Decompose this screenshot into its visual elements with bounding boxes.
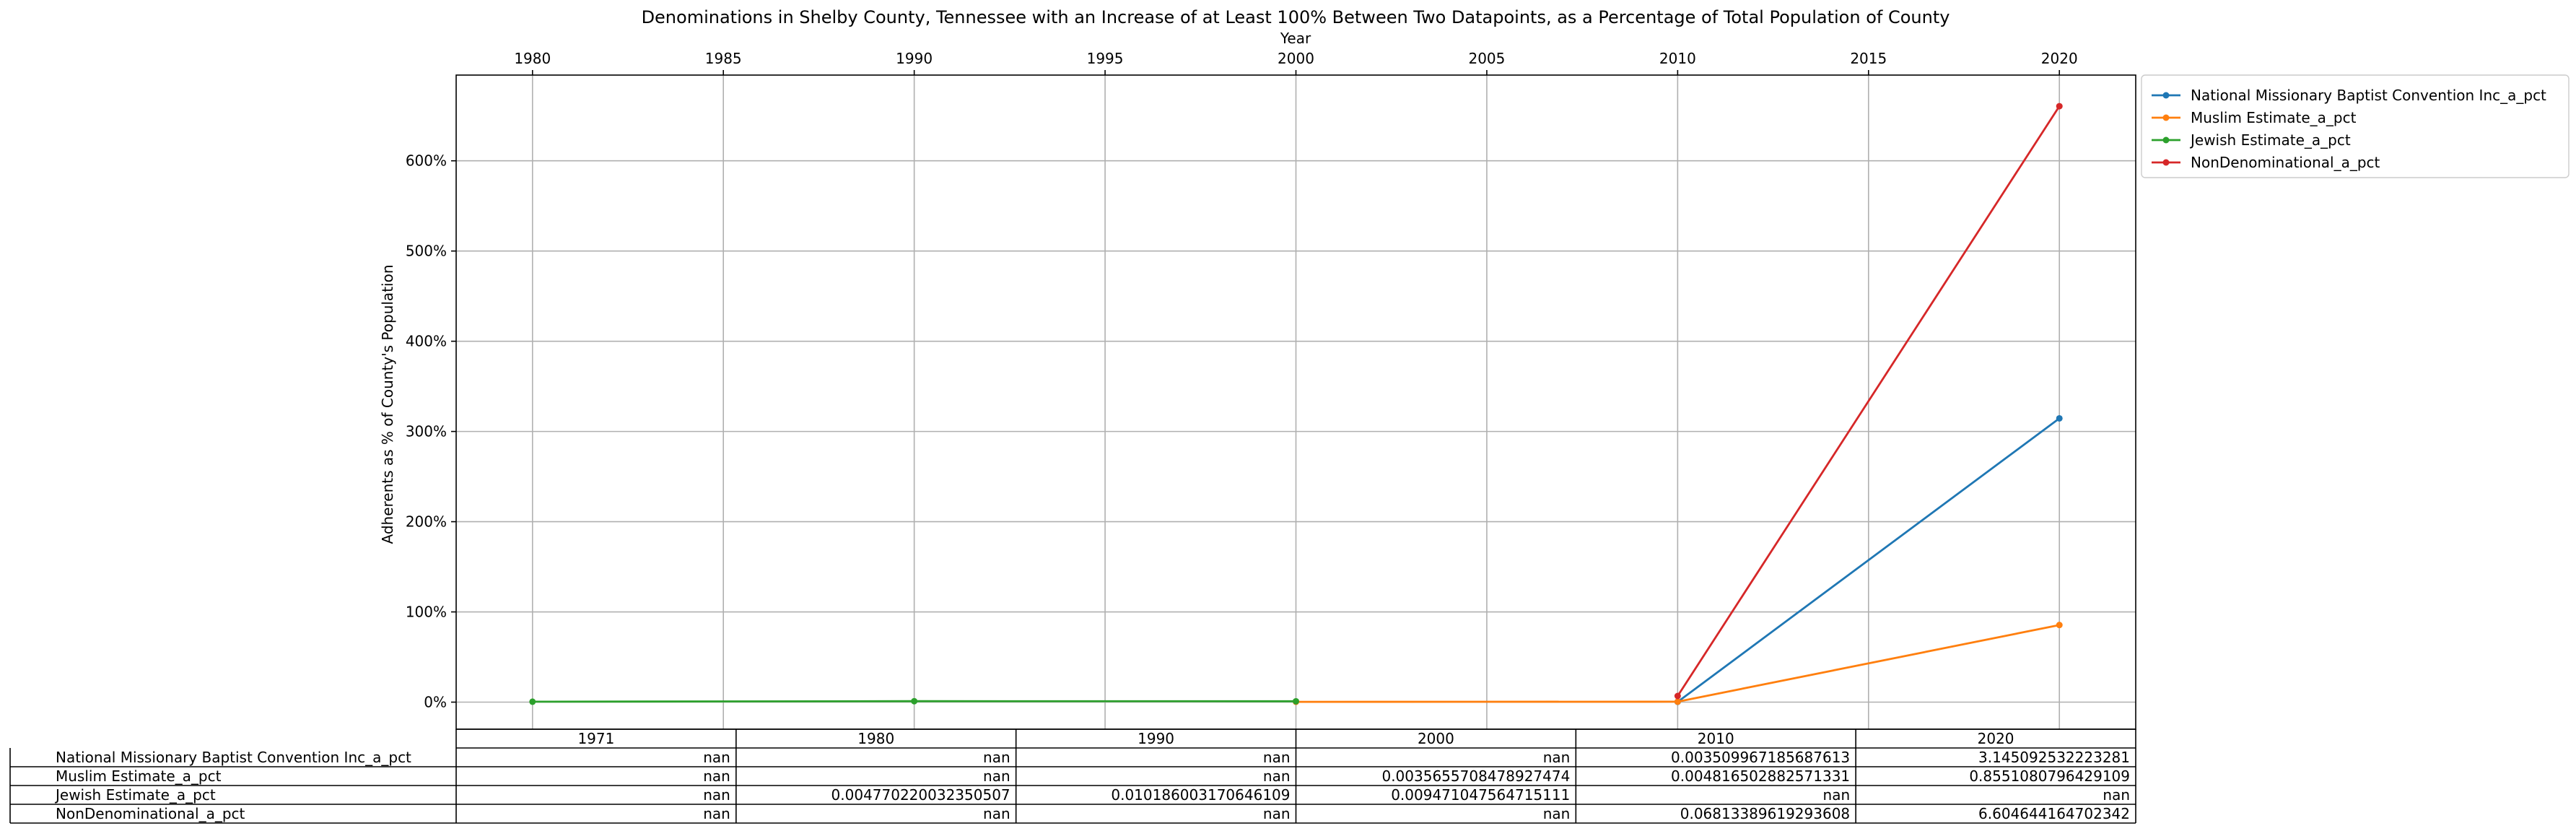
- legend-marker: [2162, 136, 2170, 144]
- table-cell: nan: [983, 805, 1010, 822]
- table-column-header: 1971: [577, 730, 614, 747]
- y-tick-label: 200%: [406, 513, 447, 531]
- x-axis-title: Year: [1280, 30, 1311, 47]
- table-column-header: 2000: [1418, 730, 1454, 747]
- x-tick-label: 2020: [2041, 50, 2078, 67]
- table-cell: 3.145092532223281: [1978, 749, 2130, 766]
- data-table: 1971 1980 1990 2000 2010 2020 National Mission…: [9, 728, 2136, 824]
- table-cell: 0.004816502882571331: [1671, 767, 1850, 785]
- y-tick-label: 300%: [406, 423, 447, 440]
- x-tick-label: 2000: [1278, 50, 1314, 67]
- y-tick-label: 600%: [406, 152, 447, 170]
- x-tick-label: 1995: [1087, 50, 1124, 67]
- table-cell: 0.004770220032350507: [831, 786, 1010, 804]
- y-tick-label: 400%: [406, 333, 447, 350]
- series-line: [1677, 105, 2061, 697]
- table-cell: nan: [983, 749, 1010, 766]
- x-tick-label: 1985: [705, 50, 742, 67]
- table-cell: nan: [1543, 749, 1571, 766]
- y-tick-label: 100%: [406, 604, 447, 621]
- table-cell: nan: [703, 767, 730, 785]
- table-column-header: 2020: [1978, 730, 2014, 747]
- table-cell: 6.604644164702342: [1978, 805, 2130, 822]
- legend-marker: [2162, 114, 2170, 121]
- table-cell: nan: [1263, 805, 1291, 822]
- table-row-label: Muslim Estimate_a_pct: [56, 767, 222, 785]
- legend-marker: [2162, 92, 2170, 99]
- table-column-header: 2010: [1698, 730, 1734, 747]
- x-tick-label: 2015: [1850, 50, 1887, 67]
- data-point: [2056, 414, 2063, 422]
- data-point: [1674, 692, 1681, 700]
- y-tick-label: 500%: [406, 243, 447, 260]
- table-cell: nan: [2103, 786, 2130, 804]
- data-point: [1674, 698, 1681, 705]
- table-cell: nan: [703, 749, 730, 766]
- legend-label: NonDenominational_a_pct: [2191, 154, 2380, 171]
- y-axis-title: Adherents as % of County's Population: [379, 264, 396, 544]
- table-cell: nan: [1263, 767, 1291, 785]
- legend-label: Jewish Estimate_a_pct: [2189, 131, 2351, 149]
- table-cell: nan: [1543, 805, 1571, 822]
- axis-ticks: 1980 1985 1990 1995 2000 2005 2010 2015 2020 0% 10…: [406, 50, 2078, 711]
- table-column-header: 1980: [857, 730, 894, 747]
- table-cell: nan: [1263, 749, 1291, 766]
- table-row-label: National Missionary Baptist Convention I…: [56, 749, 411, 766]
- legend-label: National Missionary Baptist Convention I…: [2191, 87, 2546, 104]
- legend-label: Muslim Estimate_a_pct: [2191, 109, 2357, 126]
- table-cell: nan: [703, 805, 730, 822]
- table-cell: 0.003509967185687613: [1671, 749, 1850, 766]
- legend-box: [2141, 74, 2570, 178]
- table-column-header: 1990: [1138, 730, 1174, 747]
- series-line: [1677, 417, 2061, 703]
- x-tick-label: 1990: [896, 50, 933, 67]
- table-cell: 0.010186003170646109: [1111, 786, 1290, 804]
- data-point: [911, 697, 918, 705]
- data-point: [2056, 103, 2063, 110]
- chart-title: Denominations in Shelby County, Tennesse…: [642, 7, 1950, 27]
- table-cell: nan: [703, 786, 730, 804]
- data-point: [2056, 622, 2063, 629]
- table-cell: nan: [983, 767, 1010, 785]
- series-lines: [529, 103, 2063, 705]
- table-cell: 0.009471047564715111: [1391, 786, 1570, 804]
- table-cell: 0.06813389619293608: [1680, 805, 1850, 822]
- x-tick-label: 1980: [514, 50, 551, 67]
- table-row-label: Jewish Estimate_a_pct: [54, 786, 216, 804]
- data-point: [1293, 697, 1299, 705]
- legend: National Missionary Baptist Convention I…: [2141, 74, 2570, 178]
- y-tick-label: 0%: [424, 694, 447, 711]
- data-point: [529, 698, 536, 705]
- table-cell: nan: [1823, 786, 1851, 804]
- table-cell: 0.0035655708478927474: [1381, 767, 1570, 785]
- table-cell: 0.8551080796429109: [1969, 767, 2130, 785]
- table-row-label: NonDenominational_a_pct: [56, 805, 245, 822]
- x-tick-label: 2010: [1659, 50, 1696, 67]
- legend-marker: [2162, 159, 2170, 166]
- x-tick-label: 2005: [1468, 50, 1505, 67]
